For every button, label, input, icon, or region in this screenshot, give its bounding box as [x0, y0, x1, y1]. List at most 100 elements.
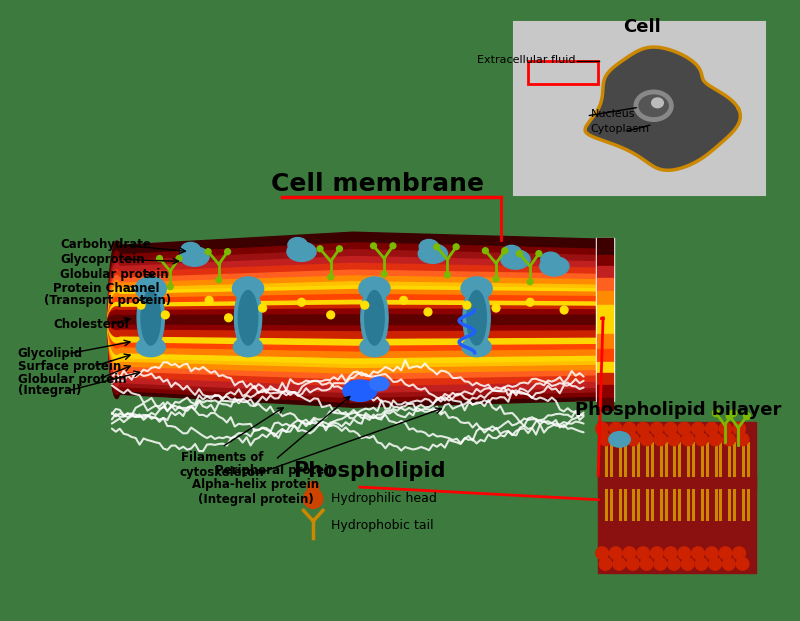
Ellipse shape	[502, 245, 522, 260]
Text: Phospholipid bilayer: Phospholipid bilayer	[574, 401, 781, 419]
Circle shape	[434, 244, 440, 250]
Text: Peripheral protein: Peripheral protein	[214, 464, 336, 477]
Circle shape	[626, 558, 639, 570]
Bar	[596, 238, 614, 401]
Bar	[514, 22, 765, 195]
Ellipse shape	[461, 277, 492, 301]
Ellipse shape	[108, 286, 126, 363]
Polygon shape	[113, 309, 601, 330]
Circle shape	[613, 433, 626, 446]
Circle shape	[206, 296, 213, 304]
Polygon shape	[113, 315, 601, 325]
Circle shape	[610, 422, 622, 435]
Polygon shape	[113, 305, 601, 338]
Circle shape	[695, 433, 708, 446]
Circle shape	[668, 433, 680, 446]
Ellipse shape	[639, 95, 668, 117]
Circle shape	[176, 256, 182, 261]
Circle shape	[654, 558, 666, 570]
Circle shape	[137, 301, 145, 309]
Bar	[598, 475, 756, 490]
Circle shape	[527, 279, 533, 284]
Circle shape	[599, 558, 612, 570]
Circle shape	[596, 422, 608, 435]
Circle shape	[337, 246, 342, 252]
Text: Nucleus: Nucleus	[590, 109, 635, 119]
Circle shape	[167, 284, 173, 289]
Circle shape	[493, 276, 499, 282]
Text: Hydrophilic head: Hydrophilic head	[330, 492, 437, 505]
Bar	[598, 397, 613, 410]
Ellipse shape	[108, 281, 126, 368]
Bar	[598, 349, 613, 361]
Text: Glycolipid: Glycolipid	[18, 347, 82, 360]
Ellipse shape	[418, 244, 447, 263]
Ellipse shape	[609, 432, 630, 447]
Circle shape	[517, 251, 522, 256]
Polygon shape	[585, 47, 740, 170]
Ellipse shape	[108, 293, 126, 354]
Circle shape	[536, 251, 542, 256]
Ellipse shape	[541, 252, 560, 267]
Circle shape	[678, 547, 690, 560]
Circle shape	[317, 246, 323, 252]
Circle shape	[361, 301, 369, 309]
Circle shape	[623, 422, 636, 435]
Text: (Transport protein): (Transport protein)	[44, 294, 171, 307]
Circle shape	[713, 410, 719, 417]
Circle shape	[225, 314, 233, 322]
Bar	[598, 305, 613, 320]
Circle shape	[719, 422, 732, 435]
Ellipse shape	[540, 256, 569, 276]
Circle shape	[650, 422, 663, 435]
Polygon shape	[113, 294, 601, 351]
Circle shape	[706, 547, 718, 560]
Circle shape	[328, 274, 334, 280]
Ellipse shape	[108, 257, 126, 390]
Ellipse shape	[370, 377, 389, 391]
Circle shape	[682, 558, 694, 570]
Circle shape	[502, 248, 508, 253]
Circle shape	[454, 244, 459, 250]
Circle shape	[463, 301, 470, 309]
Ellipse shape	[359, 277, 390, 301]
Circle shape	[654, 433, 666, 446]
Circle shape	[303, 489, 323, 509]
Ellipse shape	[463, 284, 490, 351]
Polygon shape	[113, 282, 601, 368]
Circle shape	[682, 433, 694, 446]
Text: Glycoprotein: Glycoprotein	[60, 253, 145, 266]
Circle shape	[307, 481, 319, 493]
Bar	[598, 422, 756, 573]
Ellipse shape	[238, 291, 258, 345]
Text: Phospholipid: Phospholipid	[294, 461, 446, 481]
Text: Filaments of
cytoskeleton: Filaments of cytoskeleton	[179, 451, 264, 479]
Circle shape	[695, 558, 708, 570]
Circle shape	[157, 256, 162, 261]
Circle shape	[225, 249, 230, 255]
Ellipse shape	[135, 277, 166, 301]
Polygon shape	[113, 276, 601, 373]
Bar	[598, 278, 613, 291]
Circle shape	[327, 311, 334, 319]
Polygon shape	[113, 286, 601, 363]
Ellipse shape	[108, 263, 126, 386]
Circle shape	[599, 433, 612, 446]
Circle shape	[650, 547, 663, 560]
Circle shape	[668, 558, 680, 570]
Text: Carbohydrate: Carbohydrate	[60, 238, 151, 252]
Circle shape	[400, 296, 407, 304]
Circle shape	[216, 277, 222, 283]
Ellipse shape	[180, 247, 209, 266]
Circle shape	[692, 547, 704, 560]
Ellipse shape	[137, 284, 164, 351]
Circle shape	[258, 304, 266, 312]
Circle shape	[733, 547, 746, 560]
Circle shape	[640, 433, 653, 446]
Circle shape	[743, 412, 750, 419]
Circle shape	[733, 422, 746, 435]
Text: Cell: Cell	[623, 18, 661, 36]
Circle shape	[736, 433, 749, 446]
Circle shape	[526, 298, 534, 306]
Text: Globular protein: Globular protein	[18, 373, 126, 386]
